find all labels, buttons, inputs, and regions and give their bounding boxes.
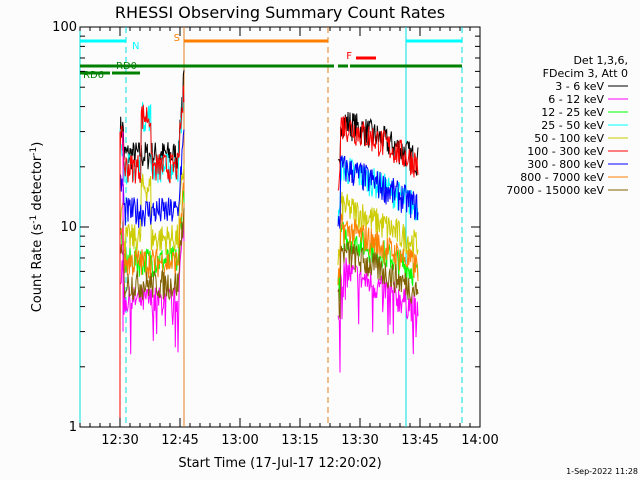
- plot-frame: [79, 26, 481, 428]
- flag-label: N: [132, 41, 139, 52]
- y-tick-label: 100: [52, 20, 77, 35]
- series-line: [119, 223, 185, 355]
- series-line: [337, 192, 419, 266]
- legend-entry-label: 800 - 7000 keV: [520, 171, 604, 184]
- flag-label: RD0: [116, 61, 137, 72]
- legend-header-2: FDecim 3, Att 0: [543, 67, 628, 80]
- legend-entry-label: 7000 - 15000 keV: [506, 184, 604, 197]
- x-axis: 12:30 12:45 13:00 13:15 13:30 13:45 14:00: [79, 27, 499, 448]
- x-tick-label: 13:45: [401, 433, 438, 448]
- series-line: [337, 116, 419, 191]
- y-axis-label-sup1: -1: [29, 215, 39, 224]
- y-axis-label-tail: detector: [30, 155, 45, 215]
- footer-timestamp: 1-Sep-2022 11:28: [566, 467, 638, 476]
- chart-title: RHESSI Observing Summary Count Rates: [115, 3, 445, 22]
- y-axis-label-sup2: -1: [29, 147, 39, 156]
- series-line: [119, 207, 185, 301]
- y-axis-label: Count Rate (s-1 detector-1): [29, 142, 45, 313]
- series-line: [119, 85, 185, 184]
- series-line: [337, 241, 419, 319]
- y-tick-label: 1: [69, 420, 77, 435]
- flag-label: F: [346, 51, 352, 62]
- x-tick-label: 13:00: [221, 433, 258, 448]
- legend-entry-label: 300 - 800 keV: [527, 158, 604, 171]
- legend-header-1: Det 1,3,6,: [573, 54, 628, 67]
- legend-entry-label: 100 - 300 keV: [527, 145, 604, 158]
- legend-entry-label: 3 - 6 keV: [555, 80, 604, 93]
- x-tick-label: 13:15: [281, 433, 318, 448]
- series-line: [119, 164, 185, 255]
- series-line: [119, 70, 185, 170]
- series-line: [337, 155, 419, 229]
- flag-label: S: [174, 33, 180, 44]
- series-line: [337, 213, 419, 286]
- flag-bars: N S F RD0 RD6: [80, 33, 462, 81]
- x-tick-label: 12:45: [161, 433, 198, 448]
- series-line: [119, 129, 185, 228]
- series-layer: [119, 70, 419, 427]
- y-axis-label-main: Count Rate (s: [30, 224, 45, 313]
- x-tick-label: 14:00: [461, 433, 498, 448]
- y-tick-label: 10: [60, 220, 77, 235]
- legend-entry-label: 50 - 100 keV: [534, 132, 604, 145]
- y-axis: 1 10 100: [52, 20, 480, 435]
- series-line: [119, 182, 185, 279]
- flag-label: RD6: [83, 70, 104, 81]
- legend-entry-label: 25 - 50 keV: [541, 119, 604, 132]
- x-tick-label: 13:30: [341, 433, 378, 448]
- y-axis-label-close: ): [30, 142, 45, 147]
- x-tick-label: 12:30: [101, 433, 138, 448]
- x-axis-label: Start Time (17-Jul-17 12:20:02): [178, 456, 381, 471]
- legend-entry-label: 12 - 25 keV: [541, 106, 604, 119]
- legend-entry-label: 6 - 12 keV: [548, 93, 604, 106]
